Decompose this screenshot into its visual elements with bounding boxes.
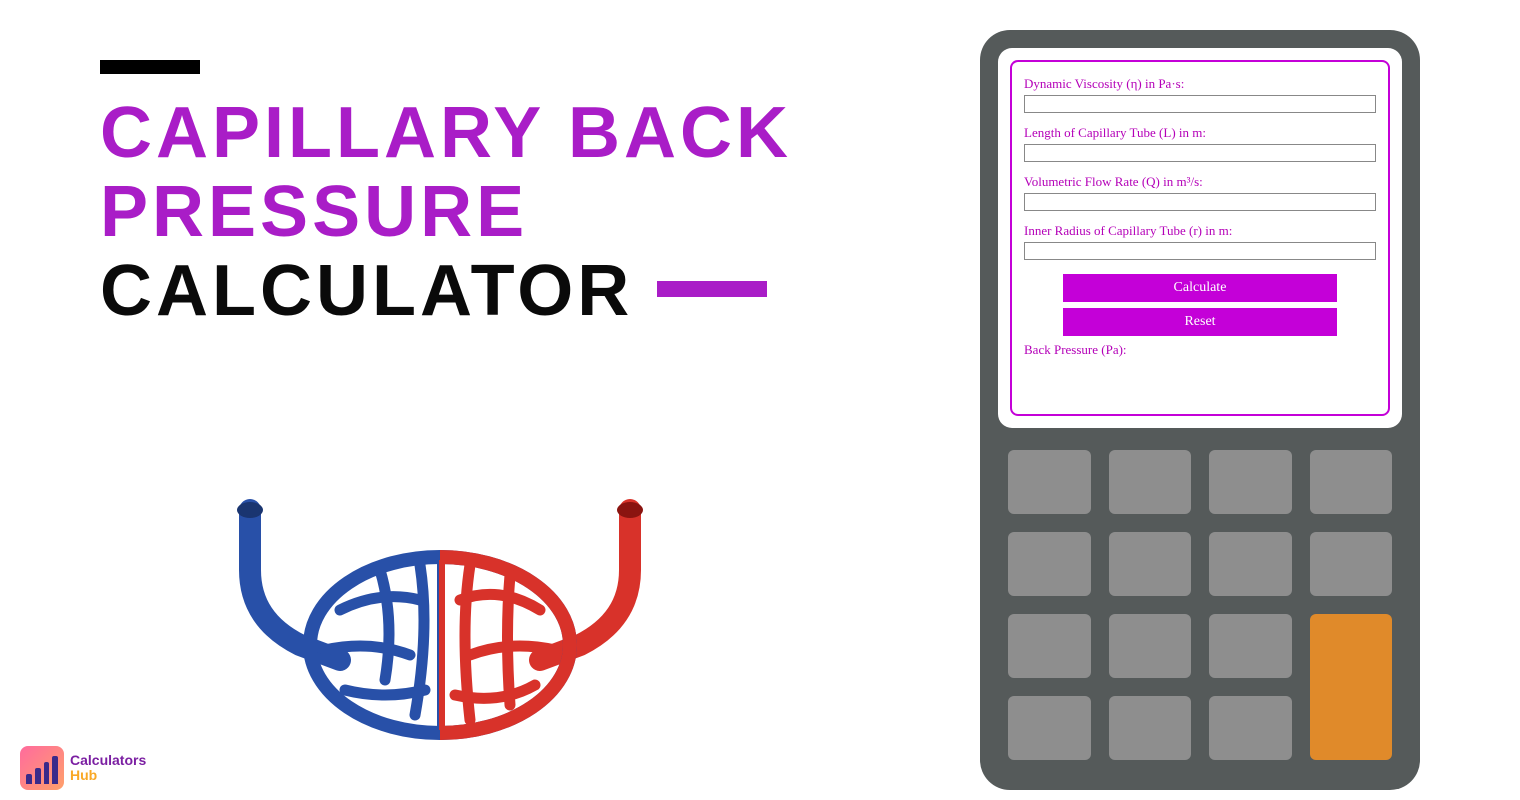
calculator-form: Dynamic Viscosity (η) in Pa·s: Length of… xyxy=(1010,60,1390,416)
title-line-3: CALCULATOR xyxy=(100,252,633,331)
key-r2-c3[interactable] xyxy=(1209,532,1292,596)
key-r3-c2[interactable] xyxy=(1109,614,1192,678)
brand-logo: Calculators Hub xyxy=(20,746,146,790)
radius-input[interactable] xyxy=(1024,242,1376,260)
capillary-diagram xyxy=(210,470,670,750)
calculate-button[interactable]: Calculate xyxy=(1063,274,1338,302)
key-r2-c1[interactable] xyxy=(1008,532,1091,596)
radius-label: Inner Radius of Capillary Tube (r) in m: xyxy=(1024,223,1376,239)
key-r4-c3[interactable] xyxy=(1209,696,1292,760)
viscosity-label: Dynamic Viscosity (η) in Pa·s: xyxy=(1024,76,1376,92)
flowrate-label: Volumetric Flow Rate (Q) in m³/s: xyxy=(1024,174,1376,190)
title-block: CAPILLARY BACK PRESSURE CALCULATOR xyxy=(100,60,792,332)
accent-bar-top xyxy=(100,60,200,74)
key-r4-c1[interactable] xyxy=(1008,696,1091,760)
key-r4-c2[interactable] xyxy=(1109,696,1192,760)
key-r1-c4[interactable] xyxy=(1310,450,1393,514)
title-line-1: CAPILLARY BACK xyxy=(100,94,792,173)
logo-text-line2: Hub xyxy=(70,768,146,783)
length-input[interactable] xyxy=(1024,144,1376,162)
key-r2-c2[interactable] xyxy=(1109,532,1192,596)
key-r3-c1[interactable] xyxy=(1008,614,1091,678)
viscosity-input[interactable] xyxy=(1024,95,1376,113)
key-r1-c2[interactable] xyxy=(1109,450,1192,514)
calculator-screen: Dynamic Viscosity (η) in Pa·s: Length of… xyxy=(998,48,1402,428)
key-r1-c1[interactable] xyxy=(1008,450,1091,514)
length-label: Length of Capillary Tube (L) in m: xyxy=(1024,125,1376,141)
flowrate-input[interactable] xyxy=(1024,193,1376,211)
result-label: Back Pressure (Pa): xyxy=(1024,342,1376,358)
keypad xyxy=(998,450,1402,760)
title-line-2: PRESSURE xyxy=(100,173,792,252)
key-r3-c3[interactable] xyxy=(1209,614,1292,678)
key-equals[interactable] xyxy=(1310,614,1393,760)
key-r2-c4[interactable] xyxy=(1310,532,1393,596)
reset-button[interactable]: Reset xyxy=(1063,308,1338,336)
logo-text: Calculators Hub xyxy=(70,753,146,784)
calculator-device: Dynamic Viscosity (η) in Pa·s: Length of… xyxy=(980,30,1420,790)
logo-text-line1: Calculators xyxy=(70,753,146,768)
key-r1-c3[interactable] xyxy=(1209,450,1292,514)
accent-bar-bottom xyxy=(657,281,767,297)
logo-icon xyxy=(20,746,64,790)
